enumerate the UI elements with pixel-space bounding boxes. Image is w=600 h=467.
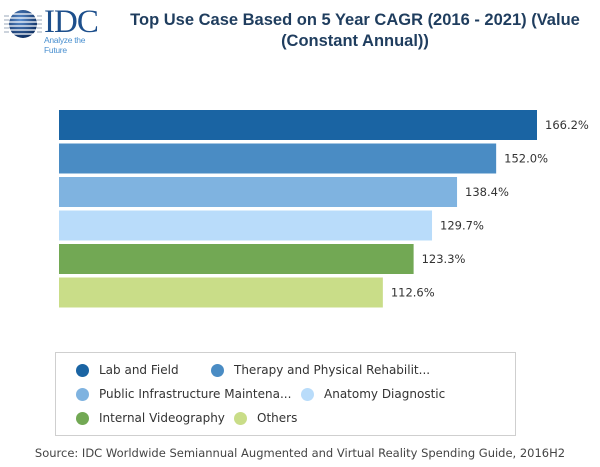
data-label: 112.6% xyxy=(391,286,435,300)
legend-swatch-icon xyxy=(76,387,89,401)
legend-swatch-icon xyxy=(76,363,89,377)
legend-label: Anatomy Diagnostic xyxy=(324,387,446,401)
data-label: 138.4% xyxy=(465,185,509,199)
legend-item-therapy[interactable]: Therapy and Physical Rehabilit... xyxy=(211,363,430,377)
globe-icon xyxy=(4,10,42,38)
bar-therapy-and-physical-rehabilit[interactable] xyxy=(59,143,497,174)
source-note: Source: IDC Worldwide Semiannual Augment… xyxy=(34,446,566,460)
legend-item-public-infrastructure[interactable]: Public Infrastructure Maintena... xyxy=(76,387,291,401)
legend-item-anatomy-diagnostic[interactable]: Anatomy Diagnostic xyxy=(301,387,445,401)
chart-title-line-2: (Constant Annual)) xyxy=(281,32,429,50)
legend-label: Public Infrastructure Maintena... xyxy=(99,387,292,401)
logo-tagline: Analyze the Future xyxy=(44,35,86,55)
legend-swatch-icon xyxy=(234,411,247,425)
legend-item-internal-videography[interactable]: Internal Videography xyxy=(76,411,225,425)
logo-wordmark: IDC xyxy=(44,4,99,40)
idc-logo: IDC Analyze the Future xyxy=(4,4,104,55)
legend-item-lab-and-field[interactable]: Lab and Field xyxy=(76,363,179,377)
legend-swatch-icon xyxy=(76,411,89,425)
legend-item-others[interactable]: Others xyxy=(234,411,297,425)
bar-internal-videography[interactable] xyxy=(59,244,414,274)
bar-public-infrastructure-maintena[interactable] xyxy=(59,177,458,207)
chart-legend: Lab and Field Therapy and Physical Rehab… xyxy=(55,352,516,436)
data-label: 166.2% xyxy=(545,118,589,132)
data-label: 152.0% xyxy=(504,152,548,166)
chart-title-line-1: Top Use Case Based on 5 Year CAGR (2016 … xyxy=(130,11,580,29)
legend-label: Others xyxy=(257,411,298,425)
legend-swatch-icon xyxy=(211,363,224,377)
bar-lab-and-field[interactable] xyxy=(59,110,537,140)
legend-swatch-icon xyxy=(301,387,314,401)
bar-others[interactable] xyxy=(59,277,383,308)
chart-title: Top Use Case Based on 5 Year CAGR (2016 … xyxy=(110,10,600,52)
bar-chart: 166.2% 152.0% 138.4% 129.7% 123.3% 112.6% xyxy=(59,110,589,308)
legend-label: Internal Videography xyxy=(99,411,225,425)
data-label: 129.7% xyxy=(440,219,484,233)
data-label: 123.3% xyxy=(422,252,466,266)
legend-label: Therapy and Physical Rehabilit... xyxy=(234,363,431,377)
bar-anatomy-diagnostic[interactable] xyxy=(59,210,433,241)
legend-label: Lab and Field xyxy=(99,363,179,377)
